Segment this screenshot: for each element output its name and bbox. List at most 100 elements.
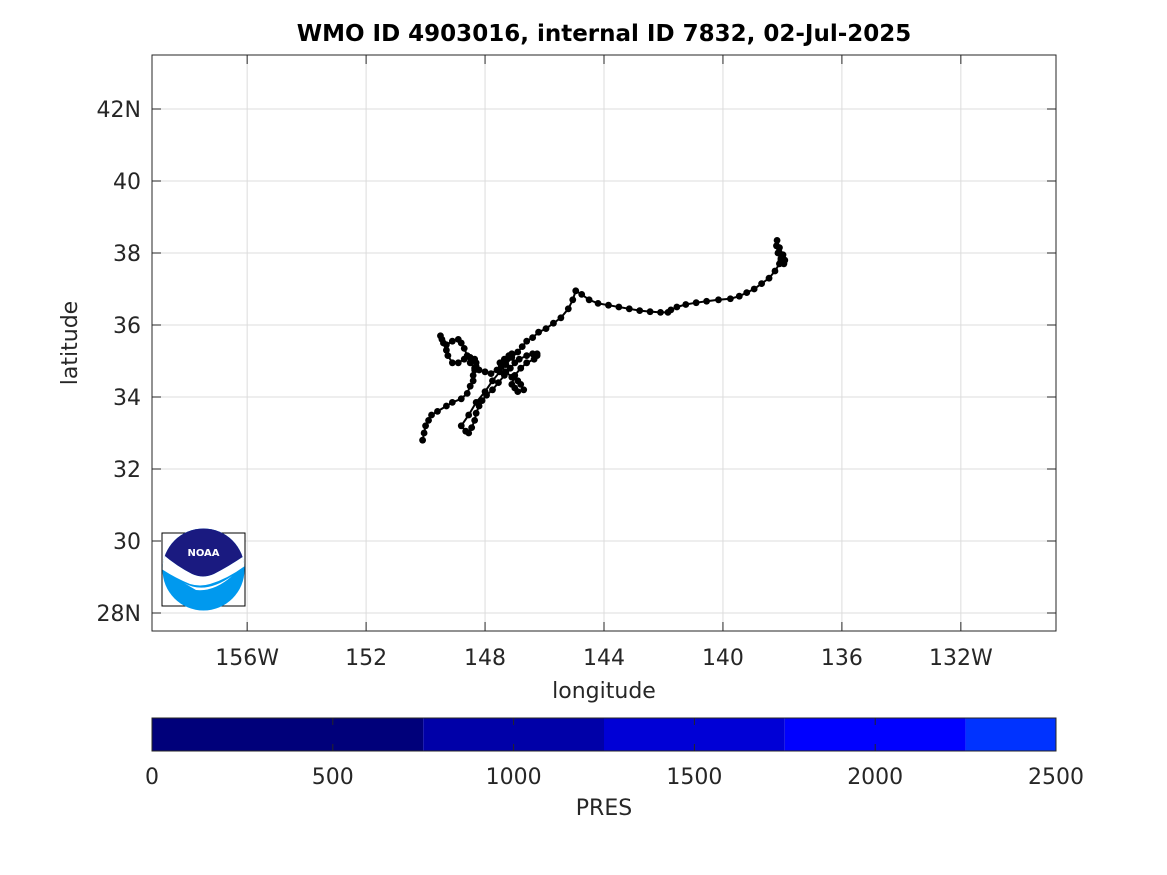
trajectory-point: [636, 307, 644, 314]
trajectory-point: [428, 411, 435, 419]
trajectory-point: [529, 334, 537, 341]
trajectory-point: [419, 436, 427, 444]
trajectory-point: [771, 267, 779, 275]
trajectory-point: [758, 280, 766, 287]
trajectory-point: [462, 427, 470, 435]
trajectory-point: [673, 303, 681, 311]
trajectory-point: [564, 305, 572, 313]
trajectory-point: [569, 296, 577, 304]
trajectory-point: [523, 352, 531, 359]
trajectory-point: [469, 372, 477, 379]
trajectory-point: [520, 386, 528, 394]
y-axis-label: latitude: [58, 301, 83, 385]
trajectory-point: [605, 301, 612, 309]
trajectory-point: [535, 328, 542, 336]
noaa-logo: NOAA: [161, 528, 246, 611]
trajectory-point: [460, 345, 468, 352]
x-tick-label: 136: [821, 646, 863, 671]
trajectory-point: [454, 359, 462, 367]
trajectory-point: [496, 368, 504, 376]
trajectory-point: [578, 291, 586, 298]
trajectory-point: [466, 382, 474, 390]
trajectory-point: [448, 399, 456, 406]
x-tick-label: 132W: [929, 646, 993, 671]
trajectory-point: [776, 244, 783, 252]
trajectory-point: [468, 424, 476, 431]
trajectory-point: [765, 274, 773, 282]
trajectory-point: [502, 361, 510, 368]
trajectory-point: [726, 295, 734, 303]
trajectory-point: [466, 359, 474, 367]
grid-lines: [152, 55, 1056, 631]
trajectory-point: [425, 417, 432, 424]
y-tick-label: 34: [113, 386, 141, 411]
x-tick-label: 156W: [215, 646, 279, 671]
trajectory-point: [465, 411, 473, 419]
x-tick-labels: 156W 152 148 144 140 136 132W: [215, 646, 993, 671]
colorbar-tick-label: 0: [145, 765, 159, 790]
trajectory-point: [585, 296, 593, 304]
trajectory-point: [550, 319, 557, 327]
trajectory-point: [444, 352, 452, 359]
noaa-logo-text: NOAA: [187, 548, 219, 559]
trajectory-point: [481, 368, 489, 376]
trajectory-point: [779, 251, 787, 259]
colorbar-tick-label: 2000: [847, 765, 903, 790]
x-tick-label: 152: [345, 646, 387, 671]
trajectory-point: [542, 325, 550, 332]
axis-ticks: [152, 55, 1056, 631]
y-tick-label: 38: [113, 242, 141, 267]
y-tick-labels: 28N 30 32 34 36 38 40 42N: [97, 98, 141, 627]
trajectory-point: [773, 237, 781, 244]
trajectory-point: [422, 422, 429, 430]
trajectory-point: [442, 346, 450, 354]
trajectory-point: [572, 287, 580, 295]
trajectory-point: [743, 289, 751, 296]
trajectory-point: [457, 339, 465, 347]
trajectory-point: [517, 364, 525, 372]
colorbar: [152, 718, 1056, 751]
trajectory-point: [448, 337, 456, 345]
y-tick-label: 28N: [97, 602, 141, 627]
x-tick-label: 148: [464, 646, 506, 671]
trajectory-point: [511, 372, 519, 379]
trajectory-point: [523, 337, 531, 345]
trajectory-point: [715, 296, 722, 304]
trajectory-point: [625, 305, 633, 313]
colorbar-tick-label: 500: [312, 765, 354, 790]
trajectory-point: [463, 352, 471, 359]
trajectory-point: [489, 386, 496, 394]
y-tick-label: 32: [113, 458, 141, 483]
trajectory-point: [511, 359, 519, 367]
x-tick-label: 144: [583, 646, 625, 671]
x-axis-label: longitude: [552, 679, 656, 704]
trajectory-point: [517, 381, 525, 388]
trajectory-point: [646, 308, 654, 316]
trajectory-point: [463, 390, 471, 397]
trajectory-point: [750, 285, 758, 293]
chart-title: WMO ID 4903016, internal ID 7832, 02-Jul…: [297, 21, 912, 47]
colorbar-tick-label: 1500: [666, 765, 722, 790]
trajectory-point: [434, 408, 441, 415]
trajectory-point: [557, 314, 565, 322]
colorbar-segment: [965, 718, 1056, 751]
trajectory-point: [594, 300, 602, 307]
trajectory-point: [692, 299, 700, 307]
trajectory-point: [667, 306, 675, 314]
trajectory-point: [457, 422, 465, 430]
trajectory-point: [438, 336, 446, 343]
trajectory-point: [457, 395, 465, 403]
colorbar-tick-label: 1000: [486, 765, 542, 790]
trajectory-point: [420, 429, 428, 437]
trajectory-point: [529, 350, 537, 358]
trajectory-point: [481, 388, 489, 395]
colorbar-frame: [151, 717, 1057, 752]
colorbar-ticks: 0 500 1000 1500 2000 2500: [145, 718, 1084, 790]
trajectory-point: [487, 370, 495, 377]
trajectory-point: [442, 341, 450, 349]
trajectory-point: [475, 366, 483, 374]
trajectory-point: [442, 402, 450, 410]
trajectory-point: [471, 417, 479, 424]
colorbar-segment: [152, 718, 424, 751]
